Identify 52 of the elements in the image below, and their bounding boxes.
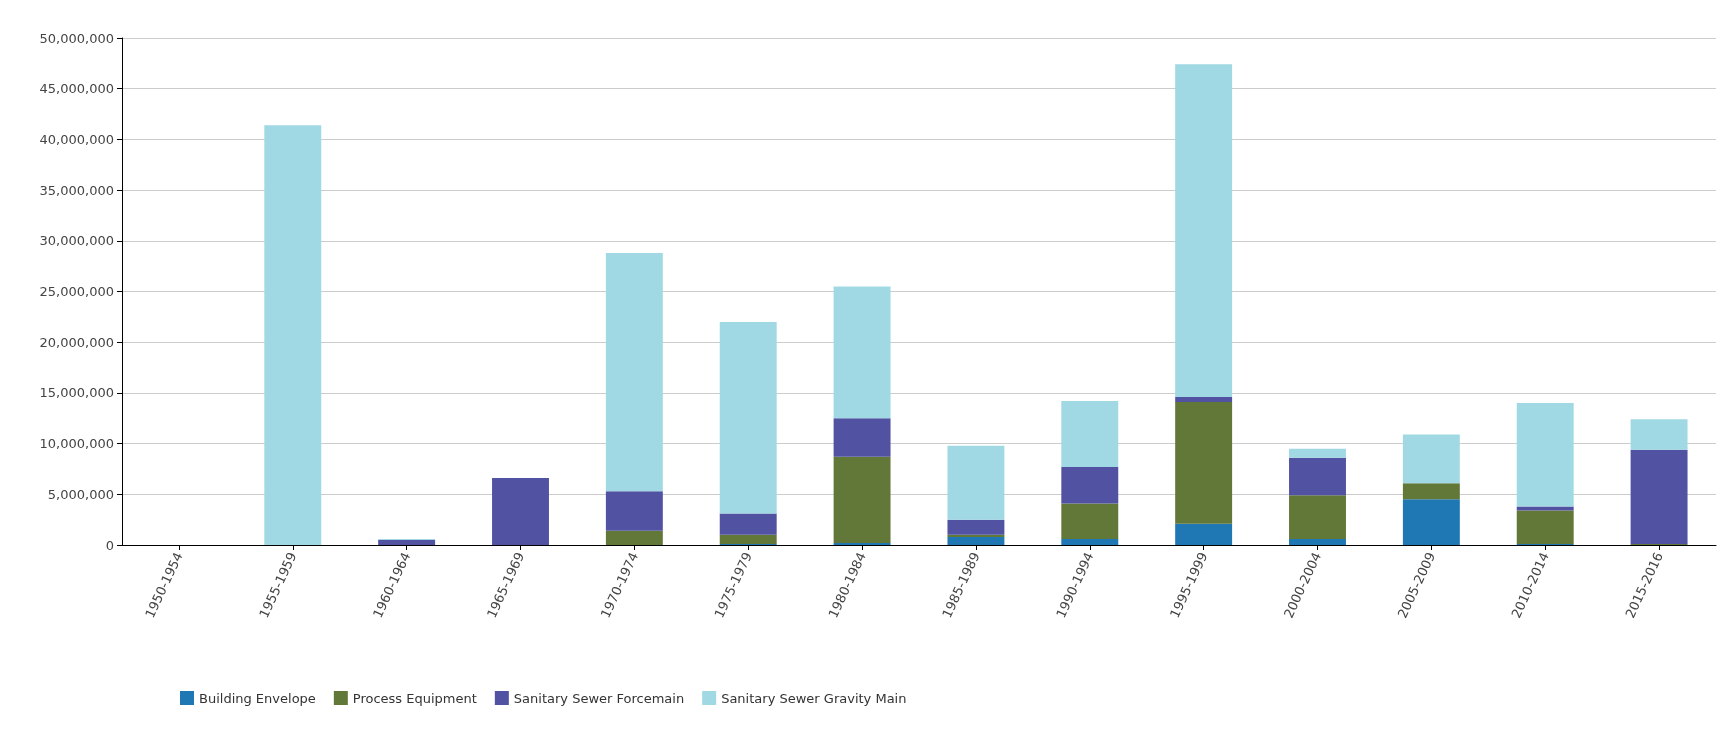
bar: [605, 252, 663, 492]
bar: [947, 534, 1005, 537]
bar: [1402, 499, 1460, 545]
bar: [1061, 538, 1119, 545]
bar: [1175, 402, 1233, 524]
y-tick-label: 45,000,000: [39, 81, 114, 97]
bar: [947, 519, 1005, 535]
bar: [833, 286, 891, 419]
y-tick-label: 5,000,000: [47, 486, 114, 502]
bar: [1630, 449, 1688, 544]
bar: [605, 491, 663, 531]
legend-label: Sanitary Sewer Forcemain: [513, 690, 685, 706]
bar: [719, 534, 777, 544]
y-tick-label: 40,000,000: [39, 131, 114, 147]
bar: [1175, 523, 1233, 545]
bar: [947, 445, 1005, 520]
y-tick-label: 25,000,000: [39, 284, 114, 299]
bar: [1289, 457, 1346, 496]
bar: [378, 539, 436, 545]
bar: [605, 530, 663, 545]
bar: [264, 125, 322, 545]
bar: [1402, 434, 1460, 484]
y-tick-label: 20,000,000: [39, 334, 114, 350]
bar: [1630, 419, 1688, 450]
legend-label: Process Equipment: [352, 690, 477, 706]
bar: [1289, 538, 1346, 545]
legend-label: Building Envelope: [199, 690, 316, 706]
bar: [719, 321, 777, 514]
bar: [1402, 483, 1460, 500]
y-tick-label: 0: [105, 537, 114, 553]
bar: [947, 536, 1005, 545]
bar: [833, 542, 891, 545]
bar: [1289, 448, 1346, 458]
y-tick-label: 30,000,000: [39, 233, 114, 249]
bar: [833, 418, 891, 457]
legend-label: Sanitary Sewer Gravity Main: [721, 690, 907, 706]
y-tick-label: 35,000,000: [39, 182, 114, 198]
bar: [1516, 510, 1574, 544]
y-tick-label: 10,000,000: [39, 436, 114, 452]
bar: [833, 456, 891, 543]
bar: [1175, 64, 1233, 397]
y-tick-label: 50,000,000: [39, 30, 114, 46]
bar: [719, 513, 777, 535]
bar: [1289, 495, 1346, 539]
y-tick-label: 15,000,000: [39, 385, 114, 401]
bar: [1061, 466, 1119, 504]
bar: [492, 478, 549, 545]
bar: [1516, 506, 1574, 511]
bar: [1175, 396, 1233, 403]
bar: [1516, 403, 1574, 507]
bar: [1061, 503, 1119, 539]
bar: [1061, 401, 1119, 467]
